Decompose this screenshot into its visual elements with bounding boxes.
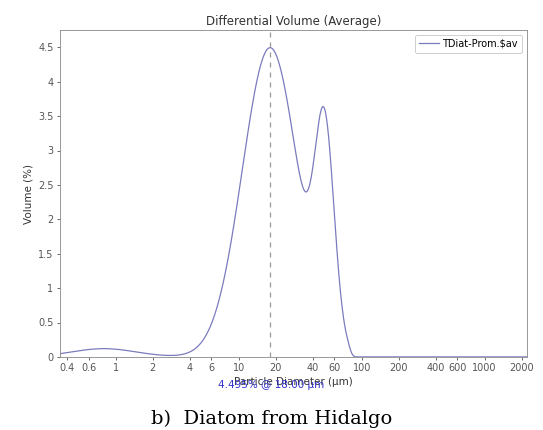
TDiat-Prom.$av	[267, 45, 273, 50]
X-axis label: Particle Diameter (μm): Particle Diameter (μm)	[234, 377, 352, 387]
Text: b)  Diatom from Hidalgo: b) Diatom from Hidalgo	[151, 410, 392, 428]
TDiat-Prom.$av	[236, 190, 242, 196]
Y-axis label: Volume (%): Volume (%)	[24, 163, 34, 224]
TDiat-Prom.$av	[464, 354, 471, 359]
TDiat-Prom.$av	[523, 354, 530, 359]
TDiat-Prom.$av	[56, 351, 63, 356]
TDiat-Prom.$av	[515, 354, 521, 359]
Legend: TDiat-Prom.$av: TDiat-Prom.$av	[415, 35, 522, 53]
Line: TDiat-Prom.$av: TDiat-Prom.$av	[60, 48, 527, 357]
Title: Differential Volume (Average): Differential Volume (Average)	[206, 15, 381, 28]
TDiat-Prom.$av	[137, 350, 144, 355]
TDiat-Prom.$av	[110, 347, 116, 352]
TDiat-Prom.$av	[360, 354, 367, 359]
Text: 4.495% @ 18.00 μm: 4.495% @ 18.00 μm	[218, 380, 325, 390]
TDiat-Prom.$av	[256, 69, 262, 74]
